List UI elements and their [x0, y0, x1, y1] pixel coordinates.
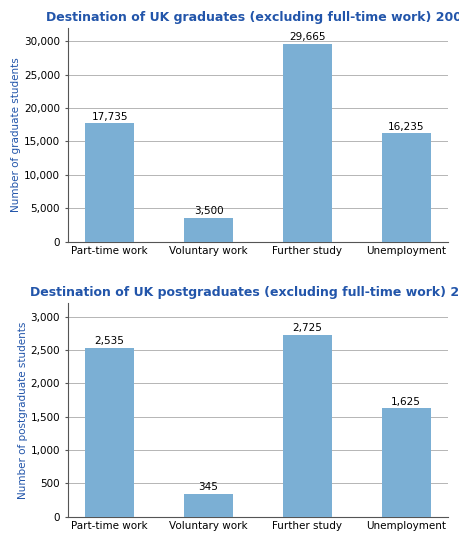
Bar	[184, 218, 233, 242]
Y-axis label: Number of postgraduate students: Number of postgraduate students	[17, 321, 28, 499]
Bar	[85, 123, 134, 242]
Text: 29,665: 29,665	[289, 32, 325, 42]
Title: Destination of UK postgraduates (excluding full-time work) 2008: Destination of UK postgraduates (excludi…	[30, 286, 459, 299]
Bar	[184, 494, 233, 517]
Text: 2,725: 2,725	[292, 323, 322, 333]
Bar	[85, 347, 134, 517]
Text: 345: 345	[198, 482, 218, 492]
Text: 17,735: 17,735	[91, 112, 128, 121]
Y-axis label: Number of graduate students: Number of graduate students	[11, 57, 21, 212]
Text: 1,625: 1,625	[391, 397, 420, 406]
Text: 3,500: 3,500	[193, 207, 223, 216]
Title: Destination of UK graduates (excluding full-time work) 2008: Destination of UK graduates (excluding f…	[45, 11, 459, 24]
Bar	[381, 408, 430, 517]
Bar	[282, 335, 331, 517]
Text: 2,535: 2,535	[95, 336, 124, 346]
Bar	[381, 133, 430, 242]
Bar	[282, 44, 331, 242]
Text: 16,235: 16,235	[387, 121, 424, 132]
